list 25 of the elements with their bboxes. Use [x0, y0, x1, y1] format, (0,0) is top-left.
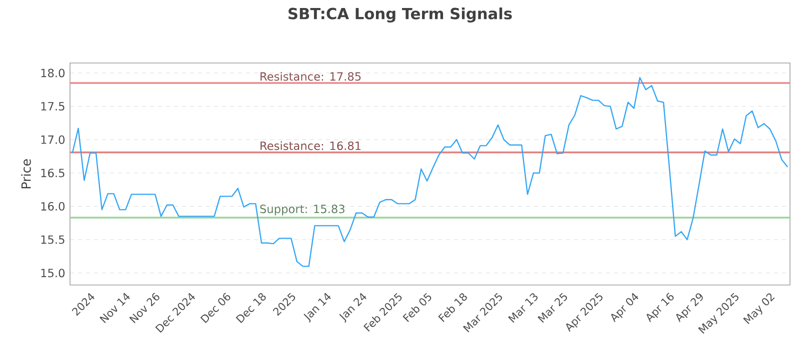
x-tick-label: Dec 18: [236, 293, 266, 324]
x-tick-label: Feb 05: [402, 292, 432, 322]
y-axis-title: Price: [21, 159, 31, 188]
chart-title: SBT:CA Long Term Signals: [288, 8, 512, 22]
x-tick-label: Dec 06: [200, 292, 230, 324]
y-tick-label: 15.5: [41, 235, 64, 244]
y-tick-label: 18.0: [41, 68, 65, 78]
x-tick-label: Nov 14: [100, 292, 130, 324]
ref-line-label: Resistance: 17.85: [260, 72, 361, 81]
x-tick-label: Apr 29: [676, 293, 703, 322]
x-tick-label: Apr 16: [646, 292, 674, 322]
x-tick-label: Apr 04: [611, 292, 638, 322]
x-tick-label: Mar 13: [508, 293, 538, 323]
x-tick-label: Mar 25: [538, 292, 568, 323]
x-tick-label: Feb 18: [438, 293, 467, 322]
x-tick-label: Nov 26: [129, 292, 160, 324]
ref-line-label: Resistance: 16.81: [260, 141, 361, 150]
y-tick-label: 16.0: [41, 202, 65, 211]
x-tick-label: Jan 24: [339, 292, 366, 323]
y-tick-label: 16.5: [41, 168, 64, 178]
y-tick-label: 17.5: [41, 102, 64, 111]
x-tick-label: Jan 14: [304, 292, 331, 323]
y-tick-label: 15.0: [41, 268, 65, 278]
y-tick-label: 17.0: [41, 135, 65, 144]
ref-line-label: Support: 15.83: [260, 204, 344, 216]
